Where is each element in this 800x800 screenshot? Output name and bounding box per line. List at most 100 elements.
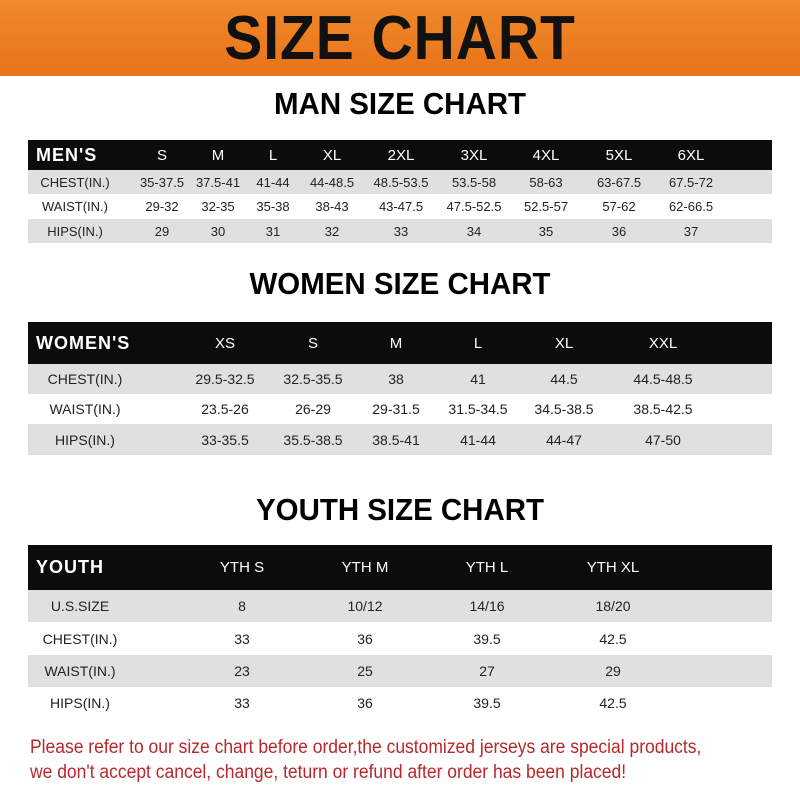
row-label: U.S.SIZE xyxy=(50,598,110,614)
table-cell: 23 xyxy=(234,663,250,679)
size-header: 6XL xyxy=(677,146,705,164)
size-header: 4XL xyxy=(532,146,560,164)
table-cell: 39.5 xyxy=(473,630,501,647)
table-cell: 36 xyxy=(357,694,373,711)
table-cell: 44-48.5 xyxy=(309,174,355,190)
table-cell: 47.5-52.5 xyxy=(446,199,502,214)
header-row: MEN'S S M L XL 2XL 3XL 4XL 5XL 6XL xyxy=(28,140,772,170)
table-row: HIPS(IN.) 33 36 39.5 42.5 xyxy=(28,687,772,718)
table-cell: 42.5 xyxy=(599,630,627,647)
table-cell: 32-35 xyxy=(201,199,235,214)
table-cell: 33-35.5 xyxy=(201,431,249,448)
table-cell: 52.5-57 xyxy=(523,199,569,214)
table-cell: 35.5-38.5 xyxy=(283,431,343,448)
table-cell: 36 xyxy=(611,223,627,239)
table-cell: 23.5-26 xyxy=(201,401,249,417)
row-label: HIPS(IN.) xyxy=(47,223,103,239)
table-row: CHEST(IN.) 33 36 39.5 42.5 xyxy=(28,622,772,655)
table-cell: 38.5-42.5 xyxy=(633,401,693,417)
table-cell: 29-32 xyxy=(145,199,179,214)
table-cell: 14/16 xyxy=(469,598,505,614)
table-cell: 36 xyxy=(357,630,373,647)
table-cell: 32 xyxy=(324,223,340,239)
youth-size-table: YOUTH YTH S YTH M YTH L YTH XL U.S.SIZE 8 10/12… xyxy=(28,545,772,718)
size-header: L xyxy=(473,334,483,352)
table-cell: 35 xyxy=(538,223,554,239)
table-cell: 18/20 xyxy=(595,598,631,614)
table-row: HIPS(IN.) 33-35.5 35.5-38.5 38.5-41 41-44 44-… xyxy=(28,424,772,455)
size-header: 2XL xyxy=(387,146,415,164)
table-cell: 39.5 xyxy=(473,694,501,711)
size-header: M xyxy=(211,146,225,164)
row-label: CHEST(IN.) xyxy=(40,174,110,190)
table-cell: 33 xyxy=(234,630,250,647)
table-label: MEN'S xyxy=(36,144,98,165)
table-cell: 63-67.5 xyxy=(596,174,642,190)
order-notice: Please refer to our size chart before or… xyxy=(30,735,720,785)
table-cell: 29-31.5 xyxy=(372,401,420,417)
table-cell: 47-50 xyxy=(645,431,681,448)
table-cell: 41 xyxy=(470,371,486,387)
row-label: WAIST(IN.) xyxy=(42,199,108,214)
table-cell: 34 xyxy=(466,223,482,239)
title-banner: SIZE CHART xyxy=(0,0,800,76)
row-label: HIPS(IN.) xyxy=(50,694,110,711)
size-header: L xyxy=(268,146,278,164)
table-cell: 38.5-41 xyxy=(372,431,420,448)
size-header: S xyxy=(156,146,168,164)
table-row: U.S.SIZE 8 10/12 14/16 18/20 xyxy=(28,590,772,622)
table-cell: 30 xyxy=(210,223,226,239)
table-cell: 37.5-41 xyxy=(195,174,241,190)
table-cell: 37 xyxy=(683,223,699,239)
table-cell: 44.5 xyxy=(550,371,578,387)
table-cell: 29.5-32.5 xyxy=(195,371,255,387)
table-cell: 38 xyxy=(388,371,404,387)
size-header: S xyxy=(307,334,319,352)
table-cell: 33 xyxy=(393,223,409,239)
size-header: XL xyxy=(322,146,342,164)
row-label: WAIST(IN.) xyxy=(49,401,121,417)
table-cell: 29 xyxy=(154,223,170,239)
row-label: CHEST(IN.) xyxy=(47,371,123,387)
table-cell: 48.5-53.5 xyxy=(373,174,429,190)
table-row: WAIST(IN.) 23.5-26 26-29 29-31.5 31.5-34.5 34… xyxy=(28,394,772,424)
youth-heading: YOUTH SIZE CHART xyxy=(256,492,544,527)
table-cell: 33 xyxy=(234,694,250,711)
women-size-table: WOMEN'S XS S M L XL XXL CHEST(IN.) 29.5-32.5 32.5… xyxy=(28,322,772,455)
size-header: M xyxy=(389,334,403,352)
table-cell: 43-47.5 xyxy=(378,199,424,214)
table-label: WOMEN'S xyxy=(36,332,131,353)
size-header: XS xyxy=(214,334,236,352)
table-cell: 8 xyxy=(238,598,246,614)
table-cell: 27 xyxy=(479,663,495,679)
size-header: YTH L xyxy=(465,559,509,576)
table-cell: 44-47 xyxy=(546,431,582,448)
table-cell: 41-44 xyxy=(256,174,290,190)
size-header: XXL xyxy=(648,334,678,352)
table-cell: 25 xyxy=(357,663,373,679)
size-header: YTH S xyxy=(219,559,265,576)
table-cell: 38-43 xyxy=(315,199,349,214)
men-heading: MAN SIZE CHART xyxy=(274,86,526,121)
table-row: CHEST(IN.) 29.5-32.5 32.5-35.5 38 41 44.5 44.5… xyxy=(28,364,772,394)
table-cell: 32.5-35.5 xyxy=(283,371,343,387)
table-cell: 44.5-48.5 xyxy=(633,371,693,387)
header-row: YOUTH YTH S YTH M YTH L YTH XL xyxy=(28,545,772,590)
table-cell: 26-29 xyxy=(295,401,331,417)
table-cell: 58-63 xyxy=(529,174,563,190)
header-row: WOMEN'S XS S M L XL XXL xyxy=(28,322,772,364)
table-cell: 53.5-58 xyxy=(451,174,497,190)
row-label: WAIST(IN.) xyxy=(44,663,116,679)
notice-line-1: Please refer to our size chart before or… xyxy=(30,737,702,758)
table-cell: 34.5-38.5 xyxy=(534,401,594,417)
table-row: CHEST(IN.) 35-37.5 37.5-41 41-44 44-48.5 48.5… xyxy=(28,170,772,194)
table-cell: 31.5-34.5 xyxy=(448,401,508,417)
table-row: WAIST(IN.) 29-32 32-35 35-38 38-43 43-47.5 47.… xyxy=(28,194,772,219)
table-cell: 62-66.5 xyxy=(668,199,714,214)
table-cell: 42.5 xyxy=(599,694,627,711)
row-label: HIPS(IN.) xyxy=(55,431,115,448)
table-row: HIPS(IN.) 29 30 31 32 33 34 35 36 37 xyxy=(28,219,772,243)
size-header: 5XL xyxy=(605,146,633,164)
women-heading: WOMEN SIZE CHART xyxy=(249,266,551,301)
size-header: XL xyxy=(554,334,574,352)
